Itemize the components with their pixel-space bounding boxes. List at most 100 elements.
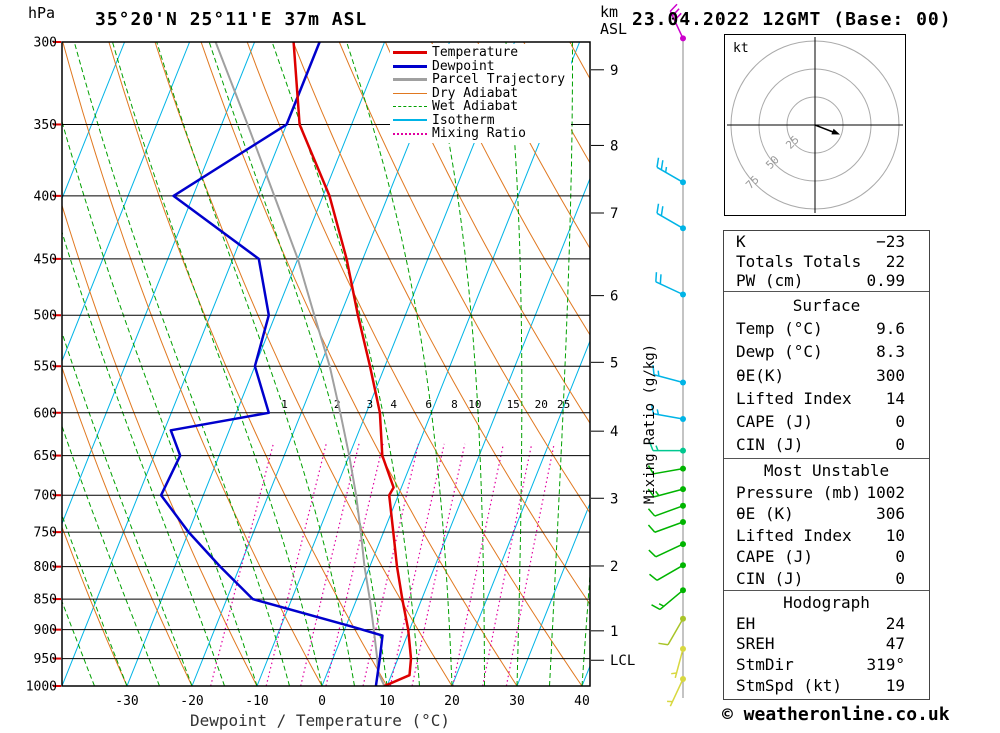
plot-frame — [61, 41, 591, 687]
wind-barb-icon — [647, 505, 684, 517]
svg-text:2: 2 — [334, 398, 341, 411]
wind-barb-icon — [648, 543, 684, 558]
parcel-trajectory-curve — [214, 42, 386, 686]
stat-label: StmDir — [736, 655, 794, 675]
stat-row: Dewp (°C) 8.3 — [724, 342, 929, 361]
svg-text:1000: 1000 — [26, 680, 57, 695]
copyright: © weatheronline.co.uk — [722, 704, 950, 725]
legend-label: Wet Adiabat — [432, 99, 519, 115]
svg-text:350: 350 — [34, 118, 57, 133]
svg-text:950: 950 — [34, 652, 57, 667]
svg-text:15: 15 — [507, 398, 520, 411]
legend-swatch — [393, 92, 427, 94]
wind-barb-icon — [651, 589, 684, 611]
wind-barb-icon — [671, 648, 684, 679]
legend-swatch — [393, 132, 427, 135]
datetime-title: 23.04.2022 12GMT (Base: 00) — [632, 9, 952, 30]
svg-text:40: 40 — [574, 694, 590, 709]
svg-text:8: 8 — [610, 138, 618, 154]
stat-label: CIN (J) — [736, 434, 804, 454]
svg-text:1: 1 — [610, 624, 618, 640]
wind-barb-icon — [658, 618, 684, 646]
temperature-curve — [292, 42, 413, 686]
svg-text:30: 30 — [509, 694, 525, 709]
svg-text:20: 20 — [444, 694, 460, 709]
stat-value: −23 — [876, 231, 905, 251]
pressure-axis-unit: hPa — [28, 4, 56, 22]
legend-label: Dewpoint — [432, 58, 495, 74]
stat-label: CAPE (J) — [736, 547, 814, 567]
stat-row: SREH 47 — [724, 634, 929, 653]
surface-section: Surface Temp (°C) 9.6 Dewp (°C) 8.3 θE(K) 3… — [724, 292, 929, 459]
stat-label: Lifted Index — [736, 388, 852, 408]
stat-row: Totals Totals 22 — [724, 252, 929, 271]
svg-text:0: 0 — [318, 694, 326, 709]
svg-text:2: 2 — [610, 559, 618, 575]
km-axis: 9 8 7 6 5 4 3 2 1 LCL — [591, 63, 635, 669]
legend-label: Isotherm — [432, 112, 495, 128]
wind-barb-icon — [649, 564, 684, 581]
svg-text:400: 400 — [34, 189, 57, 204]
svg-text:900: 900 — [34, 623, 57, 638]
stat-row: CIN (J) 0 — [724, 569, 929, 588]
svg-text:4: 4 — [390, 398, 397, 411]
stat-label: PW (cm) — [736, 271, 804, 291]
stat-value: 9.6 — [876, 319, 905, 339]
svg-text:850: 850 — [34, 593, 57, 608]
stat-value: 22 — [885, 251, 905, 271]
stat-value: 1002 — [866, 482, 905, 502]
stat-row: CAPE (J) 0 — [724, 412, 929, 431]
stat-value: 10 — [885, 525, 905, 545]
stat-value: 0 — [895, 568, 905, 588]
stat-value: 47 — [885, 634, 905, 654]
svg-text:20: 20 — [535, 398, 548, 411]
stat-row: StmSpd (kt) 19 — [724, 676, 929, 695]
svg-text:8: 8 — [451, 398, 458, 411]
stat-label: Lifted Index — [736, 525, 852, 545]
legend-swatch — [393, 51, 427, 55]
svg-text:550: 550 — [34, 360, 57, 375]
hodograph: kt 25 50 75 — [724, 34, 906, 216]
most-unstable-section: Most Unstable Pressure (mb) 1002 θE (K) 30… — [724, 459, 929, 591]
mixing-ratio-labels: 1 2 3 4 6 8 10 15 20 25 — [281, 398, 570, 411]
stat-label: StmSpd (kt) — [736, 676, 842, 696]
stat-value: 0 — [895, 434, 905, 454]
legend-item: Dry Adiabat — [390, 87, 565, 101]
dewpoint-curve — [159, 42, 384, 686]
svg-text:10: 10 — [379, 694, 395, 709]
legend-label: Dry Adiabat — [432, 85, 519, 101]
km-axis-title: km ASL — [600, 3, 628, 38]
legend-item: Temperature — [390, 46, 565, 60]
legend-item: Wet Adiabat — [390, 100, 565, 114]
stat-label: EH — [736, 613, 756, 633]
wind-barb-icon — [667, 678, 684, 707]
svg-text:10: 10 — [468, 398, 481, 411]
mixing-ratio-lines — [210, 443, 555, 686]
temperature-axis-labels: -30 -20 -10 0 10 20 30 40 — [115, 694, 590, 709]
svg-text:700: 700 — [34, 489, 57, 504]
svg-text:3: 3 — [366, 398, 373, 411]
stat-value: 319° — [866, 655, 905, 675]
section-title: Surface — [792, 296, 861, 316]
svg-text:7: 7 — [610, 206, 618, 222]
stat-label: Dewp (°C) — [736, 342, 823, 362]
svg-text:25: 25 — [557, 398, 570, 411]
wind-barb-icon — [647, 521, 684, 533]
stat-row: Lifted Index 14 — [724, 389, 929, 408]
stat-row: StmDir 319° — [724, 655, 929, 674]
stat-label: θE (K) — [736, 504, 794, 524]
svg-text:LCL: LCL — [610, 653, 635, 669]
wind-barb-icon — [647, 465, 684, 475]
stat-value: 14 — [885, 388, 905, 408]
stat-label: CAPE (J) — [736, 411, 814, 431]
svg-text:500: 500 — [34, 309, 57, 324]
legend-item: Mixing Ratio — [390, 127, 565, 141]
svg-text:800: 800 — [34, 560, 57, 575]
stat-label: Temp (°C) — [736, 319, 823, 339]
indices-section: K −23 Totals Totals 22 PW (cm) 0.99 — [724, 231, 929, 292]
hodograph-stats-section: Hodograph EH 24 SREH 47 StmDir 319° StmSpd … — [724, 591, 929, 697]
stat-row: θE (K) 306 — [724, 504, 929, 523]
legend-label: Mixing Ratio — [432, 126, 526, 142]
legend-label: Parcel Trajectory — [432, 72, 566, 88]
